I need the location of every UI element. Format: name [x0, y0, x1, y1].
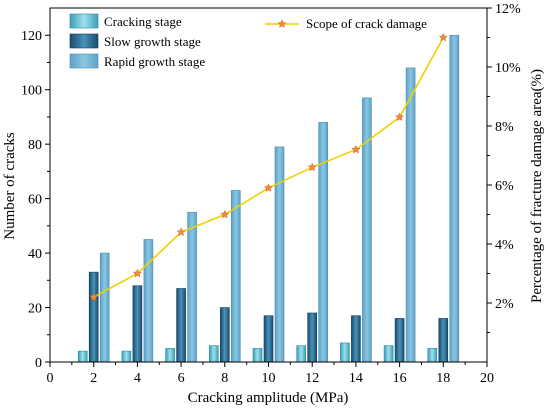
legend-label: Slow growth stage: [104, 34, 201, 49]
y-axis-right: 2% 4% 6% 8% 10% 12%: [487, 2, 521, 333]
bar-cracking-stage-8: [209, 345, 219, 363]
bar-cracking-stage-12: [296, 345, 307, 363]
x-axis: 0 2 4 6 8 10 12 14 16 18 20: [47, 362, 494, 386]
bars-layer: [77, 34, 460, 363]
y-tick-label: 0: [35, 356, 42, 371]
y-axis-left: 0 20 40 60 80 100 120: [21, 29, 50, 371]
y-tick-label: 120: [21, 29, 42, 44]
line-layer: [89, 32, 448, 302]
bar-slow-growth-stage-18: [438, 318, 449, 363]
bar-slow-growth-stage-4: [132, 285, 143, 363]
x-tick-label: 16: [393, 371, 407, 386]
y2-tick-label: 10%: [495, 61, 521, 76]
line-point-12: [307, 162, 317, 172]
bar-rapid-growth-stage-2: [99, 252, 110, 363]
x-tick-label: 14: [349, 371, 363, 386]
x-tick-label: 0: [47, 371, 54, 386]
legend-label: Rapid growth stage: [104, 54, 205, 69]
x-tick-label: 2: [90, 371, 97, 386]
y-axis-label-right: Percentage of fracture damage area(%): [529, 69, 545, 303]
x-axis-label: Cracking amplitude (MPa): [188, 390, 349, 406]
x-tick-label: 12: [305, 371, 319, 386]
bar-rapid-growth-stage-14: [362, 97, 372, 363]
y-axis-label-left: Number of cracks: [2, 132, 18, 240]
legend-swatch-rapid-growth-stage: [69, 53, 99, 69]
y2-tick-label: 4%: [495, 238, 514, 253]
bar-slow-growth-stage-12: [307, 312, 318, 363]
x-tick-label: 10: [262, 371, 276, 386]
bar-cracking-stage-18: [427, 348, 438, 363]
line-point-8: [220, 209, 230, 219]
y-tick-label: 100: [21, 84, 42, 99]
bar-rapid-growth-stage-4: [143, 239, 154, 363]
y-tick-label: 40: [28, 247, 42, 262]
line-point-6: [176, 227, 186, 237]
y-tick-label: 80: [28, 138, 42, 153]
bar-slow-growth-stage-14: [351, 315, 361, 363]
bar-cracking-stage-2: [77, 350, 88, 363]
bar-rapid-growth-stage-10: [274, 146, 285, 363]
legend-label: Scope of crack damage: [306, 16, 427, 31]
legend-swatch-slow-growth-stage: [69, 33, 99, 49]
x-tick-label: 6: [178, 371, 185, 386]
bar-cracking-stage-4: [121, 350, 132, 363]
bar-slow-growth-stage-16: [394, 318, 405, 363]
line-point-16: [394, 112, 405, 122]
bar-rapid-growth-stage-12: [318, 122, 329, 363]
bar-slow-growth-stage-8: [220, 307, 230, 363]
line-point-4: [132, 268, 143, 278]
x-tick-label: 18: [436, 371, 450, 386]
y-tick-label: 60: [28, 193, 42, 208]
bar-rapid-growth-stage-6: [187, 211, 197, 363]
legend-star-icon: [277, 19, 287, 28]
y2-tick-label: 12%: [495, 2, 521, 17]
line-point-2: [89, 292, 99, 302]
y2-tick-label: 6%: [495, 179, 514, 194]
bar-rapid-growth-stage-18: [449, 34, 460, 363]
line-point-10: [263, 183, 274, 192]
bar-slow-growth-stage-10: [263, 315, 274, 363]
legend-label: Cracking stage: [104, 14, 182, 29]
x-tick-label: 8: [221, 371, 228, 386]
bar-rapid-growth-stage-8: [231, 190, 241, 363]
y2-tick-label: 2%: [495, 297, 514, 312]
x-tick-label: 4: [134, 371, 141, 386]
bar-cracking-stage-10: [252, 348, 263, 363]
line-point-18: [438, 32, 448, 42]
line-point-14: [351, 144, 361, 154]
y2-tick-label: 8%: [495, 120, 514, 135]
bar-cracking-stage-16: [383, 345, 394, 363]
bar-cracking-stage-6: [165, 348, 175, 363]
bar-slow-growth-stage-2: [88, 271, 99, 363]
legend: Cracking stage Slow growth stage Rapid gro…: [69, 13, 427, 69]
bar-cracking-stage-14: [340, 342, 350, 363]
bar-rapid-growth-stage-16: [405, 67, 416, 363]
bar-slow-growth-stage-6: [176, 288, 186, 363]
x-tick-label: 20: [480, 371, 494, 386]
legend-swatch-cracking-stage: [69, 13, 99, 29]
y-tick-label: 20: [28, 302, 42, 317]
